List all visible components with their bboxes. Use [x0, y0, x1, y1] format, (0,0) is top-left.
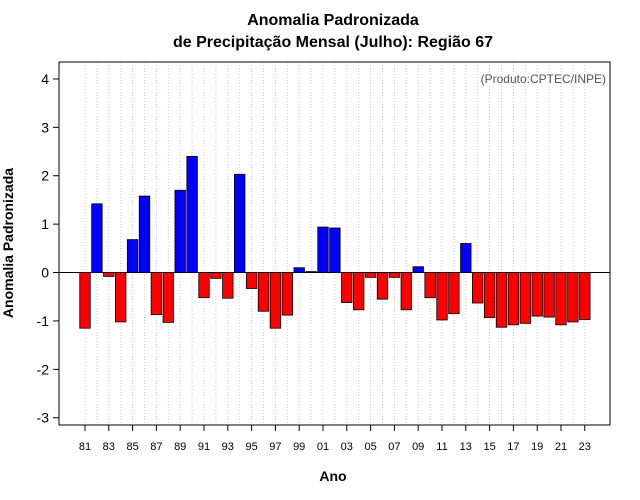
x-tick-label: 03 [341, 441, 353, 453]
bars [79, 155, 591, 329]
bar-97 [269, 272, 282, 329]
bar-15 [483, 272, 496, 318]
y-tick-label: 0 [41, 265, 49, 281]
y-tick-label: -2 [37, 361, 50, 377]
bar-98 [281, 272, 293, 316]
y-axis: -3 -2 -1 0 1 2 3 4 [37, 71, 59, 426]
bar-09 [412, 266, 424, 273]
x-axis-label: Ano [319, 468, 346, 484]
x-tick-label: 85 [126, 441, 138, 453]
bar-08 [400, 272, 412, 311]
bar-01 [317, 226, 329, 273]
x-tick-label: 09 [412, 441, 424, 453]
bar-87 [150, 272, 163, 316]
bar-85 [126, 239, 139, 273]
x-tick-label: 01 [317, 441, 329, 453]
x-tick-label: 11 [436, 441, 447, 453]
plot-frame [58, 61, 611, 426]
bar-93 [222, 272, 234, 299]
x-tick-label: 23 [579, 441, 591, 453]
chart-title-line2: de Precipitação Mensal (Julho): Região 6… [173, 34, 493, 51]
y-tick-label: 3 [41, 119, 49, 135]
bar-07 [388, 272, 401, 278]
bar-02 [329, 227, 341, 273]
bar-04 [353, 272, 365, 311]
bar-12 [448, 272, 460, 315]
bar-06 [376, 272, 389, 300]
bar-91 [198, 272, 210, 299]
x-tick-label: 83 [103, 441, 115, 453]
bar-96 [257, 272, 270, 312]
bar-83 [103, 272, 115, 277]
x-tick-label: 81 [79, 441, 91, 453]
x-tick-label: 99 [293, 441, 305, 453]
y-tick-label: -1 [37, 313, 50, 329]
x-tick-label: 13 [460, 441, 472, 453]
bar-82 [91, 203, 103, 273]
bar-03 [341, 272, 353, 303]
x-tick-label: 95 [245, 441, 257, 453]
x-tick-label: 89 [174, 441, 186, 453]
bar-88 [162, 272, 174, 323]
bar-95 [245, 272, 258, 289]
bar-81 [79, 272, 91, 329]
bar-17 [507, 272, 520, 326]
bar-89 [174, 189, 186, 273]
y-tick-label: 4 [41, 71, 49, 87]
grid-lines [84, 62, 586, 425]
bar-90 [186, 155, 198, 273]
bar-86 [138, 195, 151, 273]
bar-92 [210, 272, 222, 279]
x-tick-label: 93 [222, 441, 234, 453]
bar-14 [472, 272, 484, 304]
chart-credit: (Produto:CPTEC/INPE) [481, 72, 606, 86]
bar-05 [364, 272, 377, 278]
bar-11 [436, 272, 448, 321]
x-tick-label: 97 [269, 441, 281, 453]
bar-22 [567, 272, 579, 323]
y-tick-label: -3 [37, 410, 50, 426]
y-tick-label: 1 [41, 216, 49, 232]
x-tick-label: 91 [198, 441, 210, 453]
x-axis: 81 83 85 87 89 91 93 95 97 99 01 03 05 07 09 11 13 15 17 19… [79, 425, 591, 453]
x-tick-label: 05 [364, 441, 376, 453]
chart-title-line1: Anomalia Padronizada [247, 12, 419, 29]
y-tick-label: 2 [41, 168, 49, 184]
x-tick-label: 07 [388, 441, 400, 453]
x-tick-label: 19 [531, 441, 543, 453]
bar-94 [234, 173, 246, 273]
bar-18 [519, 272, 531, 324]
bar-16 [495, 272, 508, 328]
x-tick-label: 15 [483, 441, 495, 453]
bar-23 [579, 272, 591, 320]
bar-00 [305, 271, 317, 273]
x-tick-label: 87 [150, 441, 162, 453]
bar-13 [460, 243, 472, 273]
bar-84 [115, 272, 127, 323]
bar-19 [531, 272, 543, 317]
bar-21 [555, 272, 567, 326]
bar-20 [543, 272, 555, 318]
y-axis-label: Anomalia Padronizada [0, 168, 16, 318]
bar-99 [293, 267, 305, 273]
x-tick-label: 17 [507, 441, 519, 453]
x-tick-label: 21 [555, 441, 567, 453]
bar-10 [424, 272, 436, 299]
